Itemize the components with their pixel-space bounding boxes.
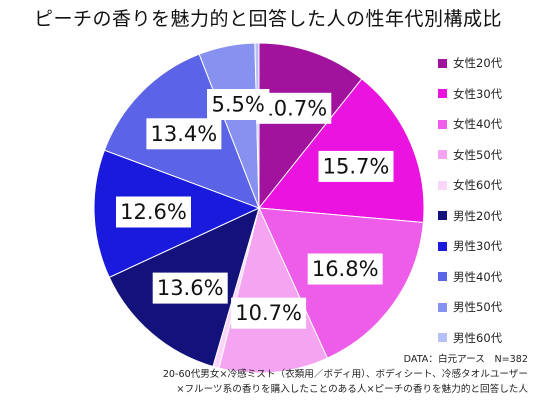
legend-label: 男性60代 [453, 330, 503, 345]
legend-swatch [438, 58, 447, 68]
legend-item: 女性30代 [438, 79, 502, 110]
legend-item: 男性30代 [438, 231, 502, 262]
legend-label: 女性30代 [453, 86, 503, 101]
data-label-box [207, 89, 270, 120]
legend-item: 男性60代 [438, 323, 502, 354]
data-label-box [231, 297, 307, 329]
data-label: 10.7% [235, 301, 302, 325]
source-line: 20-60代男女×冷感ミスト（衣類用／ボディ用）、ボディシート、冷感タオルユーザ… [162, 369, 528, 380]
legend-item: 男性40代 [438, 262, 502, 293]
legend: 女性20代 女性30代 女性40代 女性50代 女性60代 男性20代 男性30… [438, 48, 502, 353]
source-line: DATA：白元アース N=382 [403, 354, 528, 365]
legend-swatch [438, 272, 447, 282]
data-label: 5.5% [212, 93, 265, 117]
data-label-box [307, 253, 383, 285]
data-label: 13.4% [151, 122, 218, 146]
legend-label: 男性40代 [453, 269, 503, 284]
data-label-box [146, 118, 222, 150]
data-label: 16.8% [312, 257, 379, 281]
pie-slice [254, 42, 260, 209]
legend-label: 男性50代 [453, 300, 503, 315]
data-label: 10.7% [260, 96, 327, 120]
legend-item: 女性20代 [438, 48, 502, 79]
legend-swatch [438, 211, 447, 221]
legend-item: 女性60代 [438, 170, 502, 201]
legend-label: 女性40代 [453, 117, 503, 132]
legend-label: 男性30代 [453, 239, 503, 254]
data-label: 13.6% [157, 276, 224, 300]
source-line: ×フルーツ系の香りを購入したことのある人×ピーチの香りを魅力的と回答した人 [176, 384, 528, 395]
legend-label: 女性60代 [453, 178, 503, 193]
legend-swatch [438, 333, 447, 343]
pie-slice [258, 78, 425, 224]
pie-slice [258, 42, 363, 210]
legend-label: 男性20代 [453, 208, 503, 223]
legend-item: 女性40代 [438, 109, 502, 140]
legend-label: 女性20代 [453, 56, 503, 71]
data-label-box [318, 150, 394, 182]
legend-swatch [438, 180, 447, 190]
legend-swatch [438, 302, 447, 312]
data-label-box [152, 272, 228, 304]
data-label: 15.7% [323, 154, 390, 178]
pie-slice [218, 206, 329, 374]
legend-label: 女性50代 [453, 147, 503, 162]
legend-item: 女性50代 [438, 140, 502, 171]
legend-item: 男性20代 [438, 201, 502, 232]
legend-swatch [438, 119, 447, 129]
legend-swatch [438, 241, 447, 251]
data-label: 12.6% [120, 200, 187, 224]
legend-swatch [438, 89, 447, 99]
source-note: DATA：白元アース N=382 20-60代男女×冷感ミスト（衣類用／ボディ用… [163, 352, 528, 397]
legend-item: 男性50代 [438, 292, 502, 323]
chart-title: ピーチの香りを魅力的と回答した人の性年代別構成比 [33, 8, 502, 30]
legend-swatch [438, 150, 447, 160]
data-label-box [116, 196, 191, 228]
